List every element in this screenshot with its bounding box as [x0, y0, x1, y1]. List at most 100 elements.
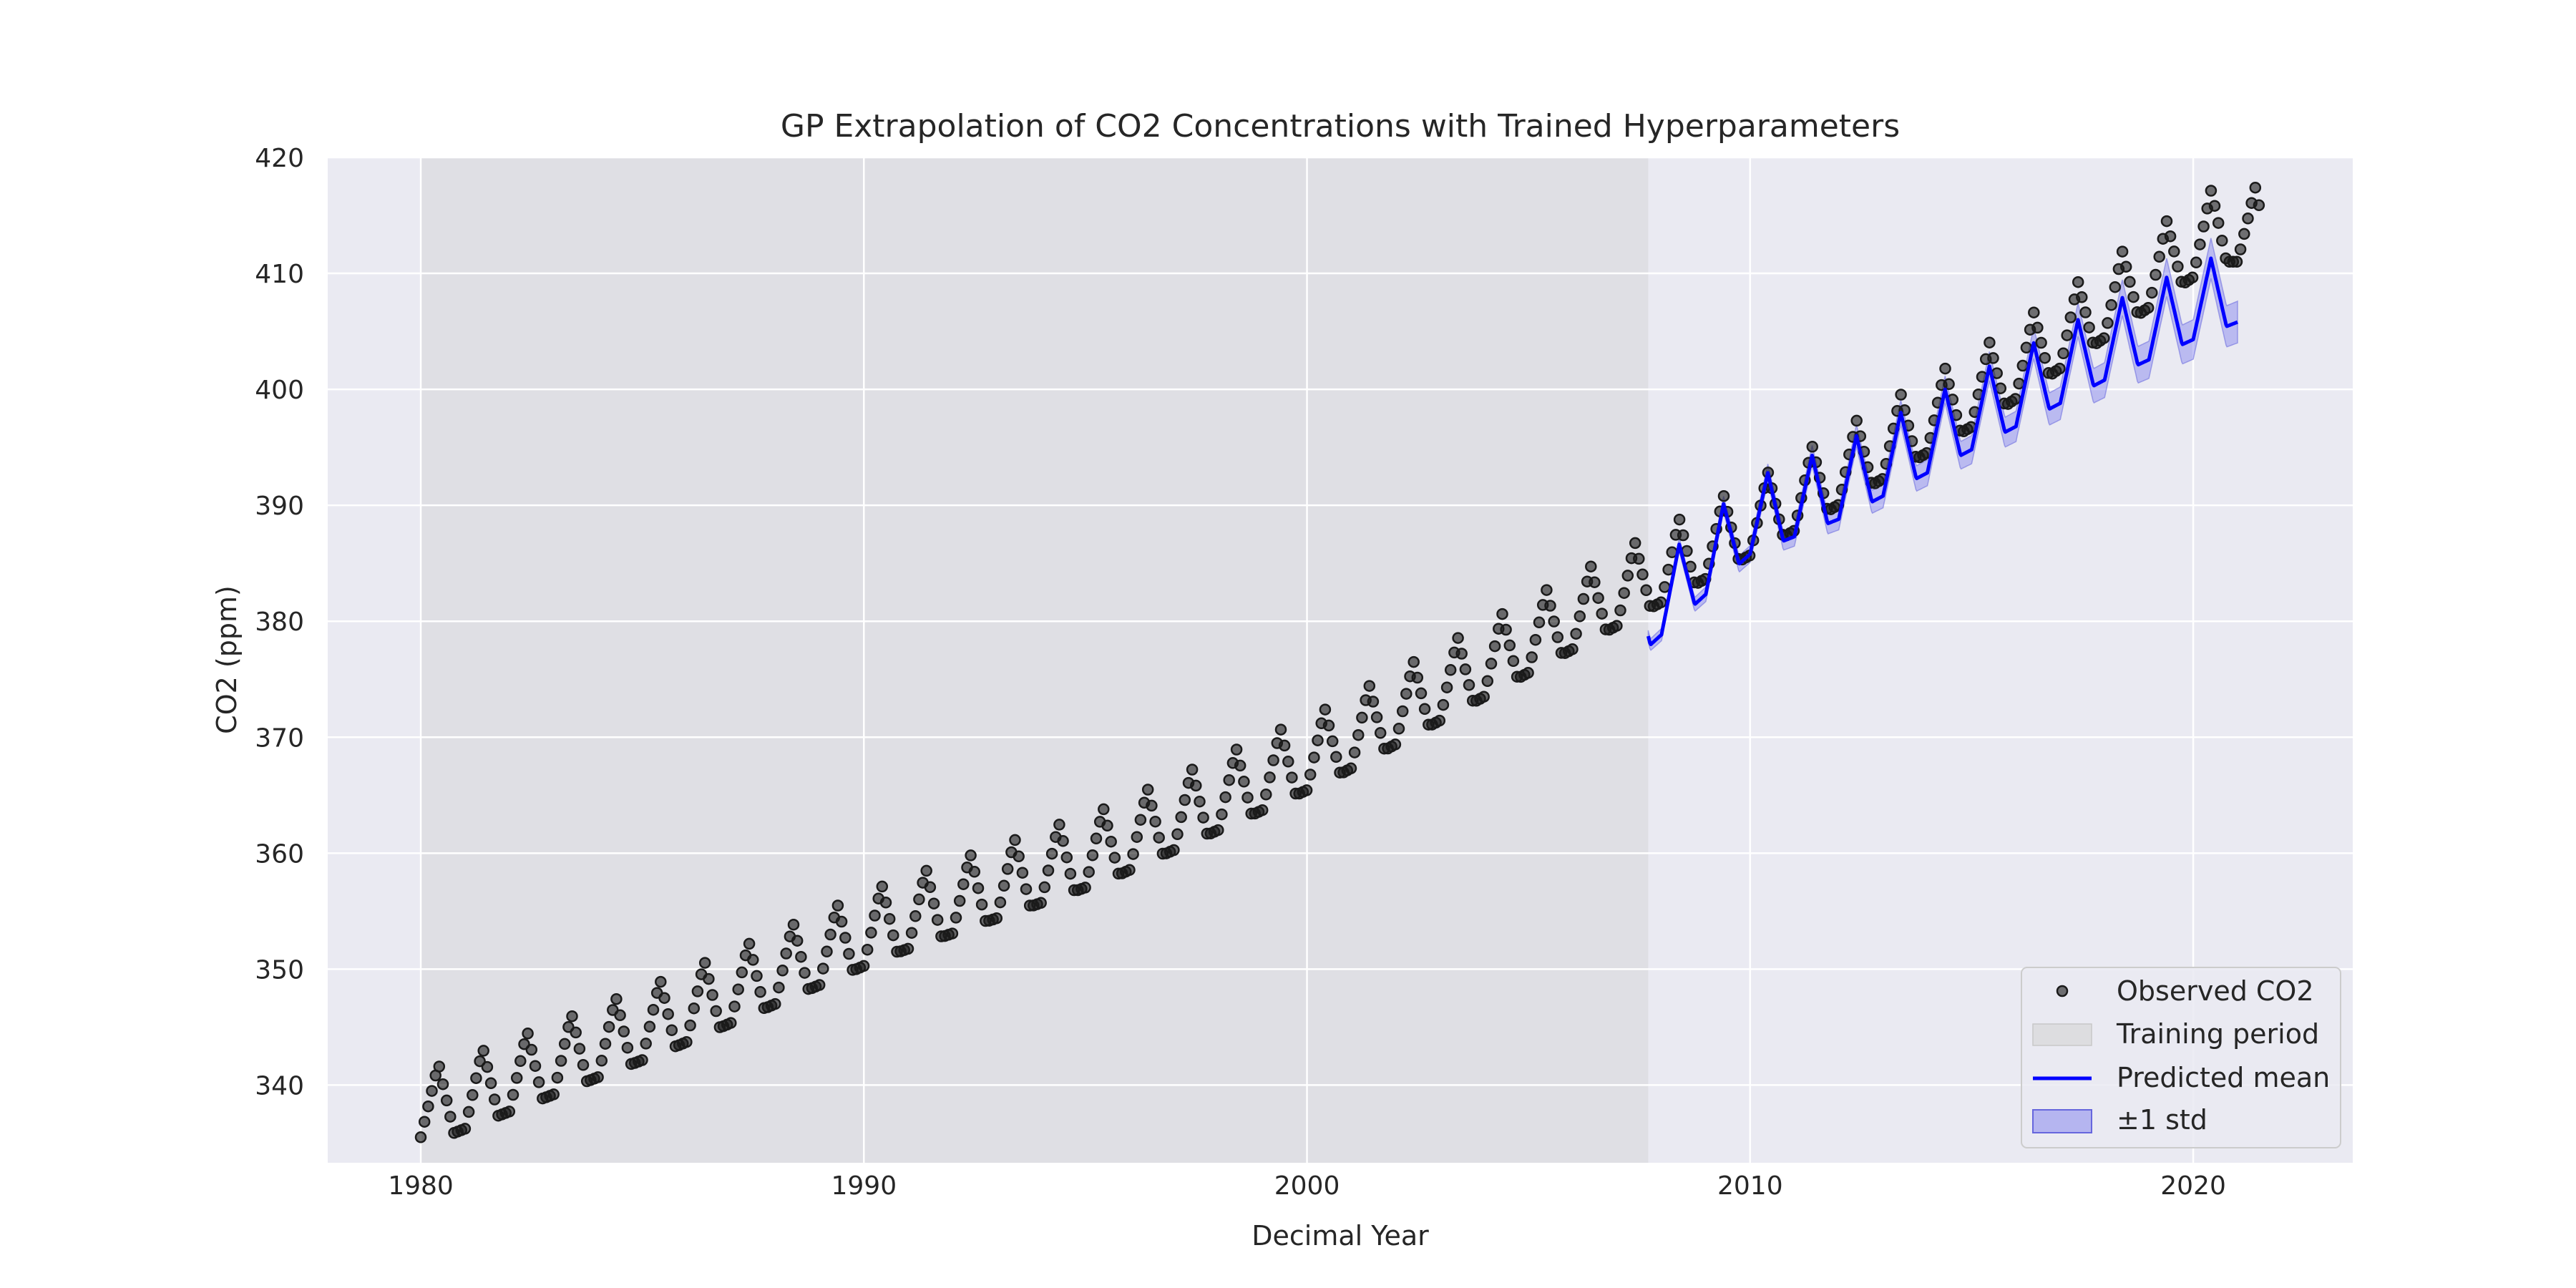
observed-point	[2164, 230, 2177, 243]
observed-point	[1389, 738, 1402, 751]
observed-point	[444, 1111, 457, 1123]
observed-point	[2186, 271, 2199, 284]
observed-point	[799, 967, 811, 979]
observed-point	[883, 912, 896, 925]
observed-point	[1083, 866, 1095, 878]
observed-point	[1330, 751, 1342, 763]
observed-point	[595, 1055, 608, 1067]
observed-point	[1212, 824, 1224, 836]
observed-point	[1717, 489, 1730, 502]
observed-point	[602, 1020, 615, 1033]
observed-point	[1064, 867, 1077, 880]
observed-point	[2190, 256, 2202, 269]
observed-point	[614, 1009, 626, 1022]
observed-point	[1016, 867, 1029, 879]
observed-point	[2031, 321, 2044, 334]
observed-point	[1437, 698, 1450, 711]
observed-point	[751, 970, 763, 982]
observed-point	[965, 849, 977, 862]
observed-point	[824, 928, 836, 941]
observed-point	[1020, 883, 1033, 895]
x-tick-label: 2010	[1717, 1171, 1783, 1201]
observed-point	[2119, 260, 2132, 273]
observed-point	[728, 1000, 741, 1013]
observed-point	[2035, 336, 2047, 349]
observed-point	[636, 1054, 648, 1066]
observed-point	[662, 1008, 674, 1020]
observed-point	[1574, 610, 1586, 623]
y-tick-label: 350	[255, 955, 304, 985]
observed-point	[680, 1035, 693, 1048]
predicted-mean-series	[1646, 256, 2239, 646]
observed-point	[688, 1002, 701, 1015]
observed-point	[1079, 882, 1091, 894]
observed-point	[1345, 762, 1357, 775]
observed-point	[418, 1116, 431, 1128]
observed-point	[547, 1088, 560, 1101]
observed-point	[1286, 771, 1298, 784]
observed-point	[2116, 245, 2129, 258]
observed-point	[2208, 200, 2221, 212]
observed-point	[1146, 799, 1158, 812]
observed-point	[1589, 576, 1601, 588]
observed-point	[725, 1017, 737, 1029]
observed-point	[1488, 640, 1501, 653]
observed-point	[754, 986, 766, 998]
observed-point	[599, 1038, 612, 1050]
observed-point	[843, 947, 855, 960]
y-axis-label: CO2 (ppm)	[211, 585, 243, 734]
observed-point	[2028, 306, 2040, 318]
observed-point	[2009, 393, 2021, 405]
observed-point	[1544, 600, 1556, 612]
observed-point	[1526, 651, 1538, 663]
observed-point	[950, 912, 962, 924]
observed-point	[1621, 570, 1634, 582]
observed-point	[1256, 804, 1269, 816]
observed-point	[876, 880, 889, 893]
observed-point	[522, 1028, 534, 1040]
observed-point	[1541, 584, 1553, 596]
y-tick-label: 420	[255, 144, 304, 173]
observed-point	[2205, 185, 2218, 197]
observed-point	[2168, 245, 2180, 258]
observed-point	[1548, 615, 1560, 628]
legend-swatch-std	[2032, 1109, 2092, 1133]
observed-point	[1400, 688, 1413, 700]
observed-point	[997, 879, 1010, 892]
observed-point	[503, 1106, 516, 1118]
observed-point	[1108, 852, 1121, 864]
observed-point	[920, 864, 932, 877]
observed-point	[640, 1038, 652, 1050]
observed-point	[1197, 811, 1209, 824]
observed-point	[1304, 769, 1317, 781]
observed-point	[610, 992, 623, 1005]
observed-point	[946, 927, 959, 940]
observed-point	[1219, 791, 1231, 804]
observed-point	[1260, 789, 1272, 801]
observed-point	[1806, 441, 1819, 453]
observed-point	[481, 1060, 494, 1073]
observed-point	[1105, 835, 1117, 848]
observed-point	[743, 937, 756, 950]
x-axis-label: Decimal Year	[1252, 1220, 1429, 1252]
x-tick-label: 2020	[2160, 1171, 2226, 1201]
observed-point	[2234, 243, 2247, 255]
observed-point	[787, 918, 800, 931]
observed-point	[861, 943, 874, 956]
observed-point	[817, 962, 829, 975]
observed-point	[1618, 587, 1630, 599]
observed-point	[2146, 286, 2158, 299]
observed-point	[1374, 727, 1387, 739]
observed-point	[887, 929, 899, 942]
observed-point	[1529, 633, 1542, 646]
observed-point	[1278, 739, 1291, 752]
observed-point	[470, 1072, 482, 1084]
grid	[328, 156, 2353, 1163]
observed-point	[618, 1025, 630, 1038]
observed-point	[1533, 616, 1546, 629]
observed-point	[703, 972, 715, 985]
observed-point	[869, 909, 881, 922]
observed-point	[769, 997, 781, 1010]
observed-point	[1300, 784, 1313, 796]
observed-point	[477, 1045, 489, 1057]
